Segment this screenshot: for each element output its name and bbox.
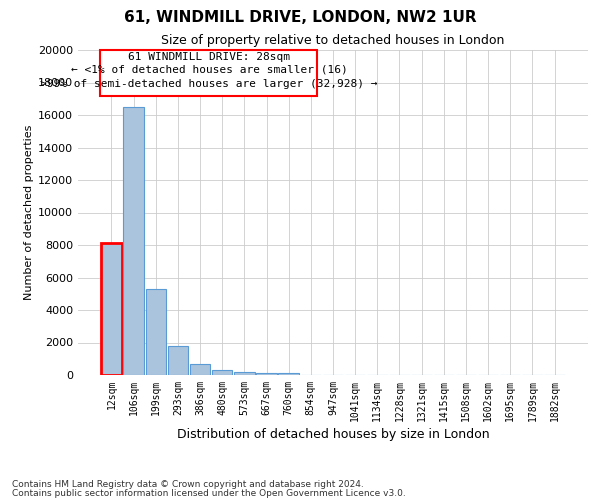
Bar	[124, 107, 144, 375]
Y-axis label: Number of detached properties: Number of detached properties	[24, 125, 34, 300]
Bar	[278, 373, 299, 375]
Bar	[234, 372, 254, 375]
Text: Contains public sector information licensed under the Open Government Licence v3: Contains public sector information licen…	[12, 490, 406, 498]
Bar	[101, 244, 122, 375]
Bar	[146, 289, 166, 375]
Bar	[167, 346, 188, 375]
Bar	[100, 50, 317, 96]
Bar	[212, 370, 232, 375]
Text: 61 WINDMILL DRIVE: 28sqm: 61 WINDMILL DRIVE: 28sqm	[128, 52, 290, 62]
Text: >99% of semi-detached houses are larger (32,928) →: >99% of semi-detached houses are larger …	[40, 79, 377, 89]
Bar	[256, 372, 277, 375]
X-axis label: Distribution of detached houses by size in London: Distribution of detached houses by size …	[176, 428, 490, 441]
Text: 61, WINDMILL DRIVE, LONDON, NW2 1UR: 61, WINDMILL DRIVE, LONDON, NW2 1UR	[124, 10, 476, 25]
Text: ← <1% of detached houses are smaller (16): ← <1% of detached houses are smaller (16…	[71, 64, 347, 74]
Text: Contains HM Land Registry data © Crown copyright and database right 2024.: Contains HM Land Registry data © Crown c…	[12, 480, 364, 489]
Bar	[190, 364, 210, 375]
Title: Size of property relative to detached houses in London: Size of property relative to detached ho…	[161, 34, 505, 48]
